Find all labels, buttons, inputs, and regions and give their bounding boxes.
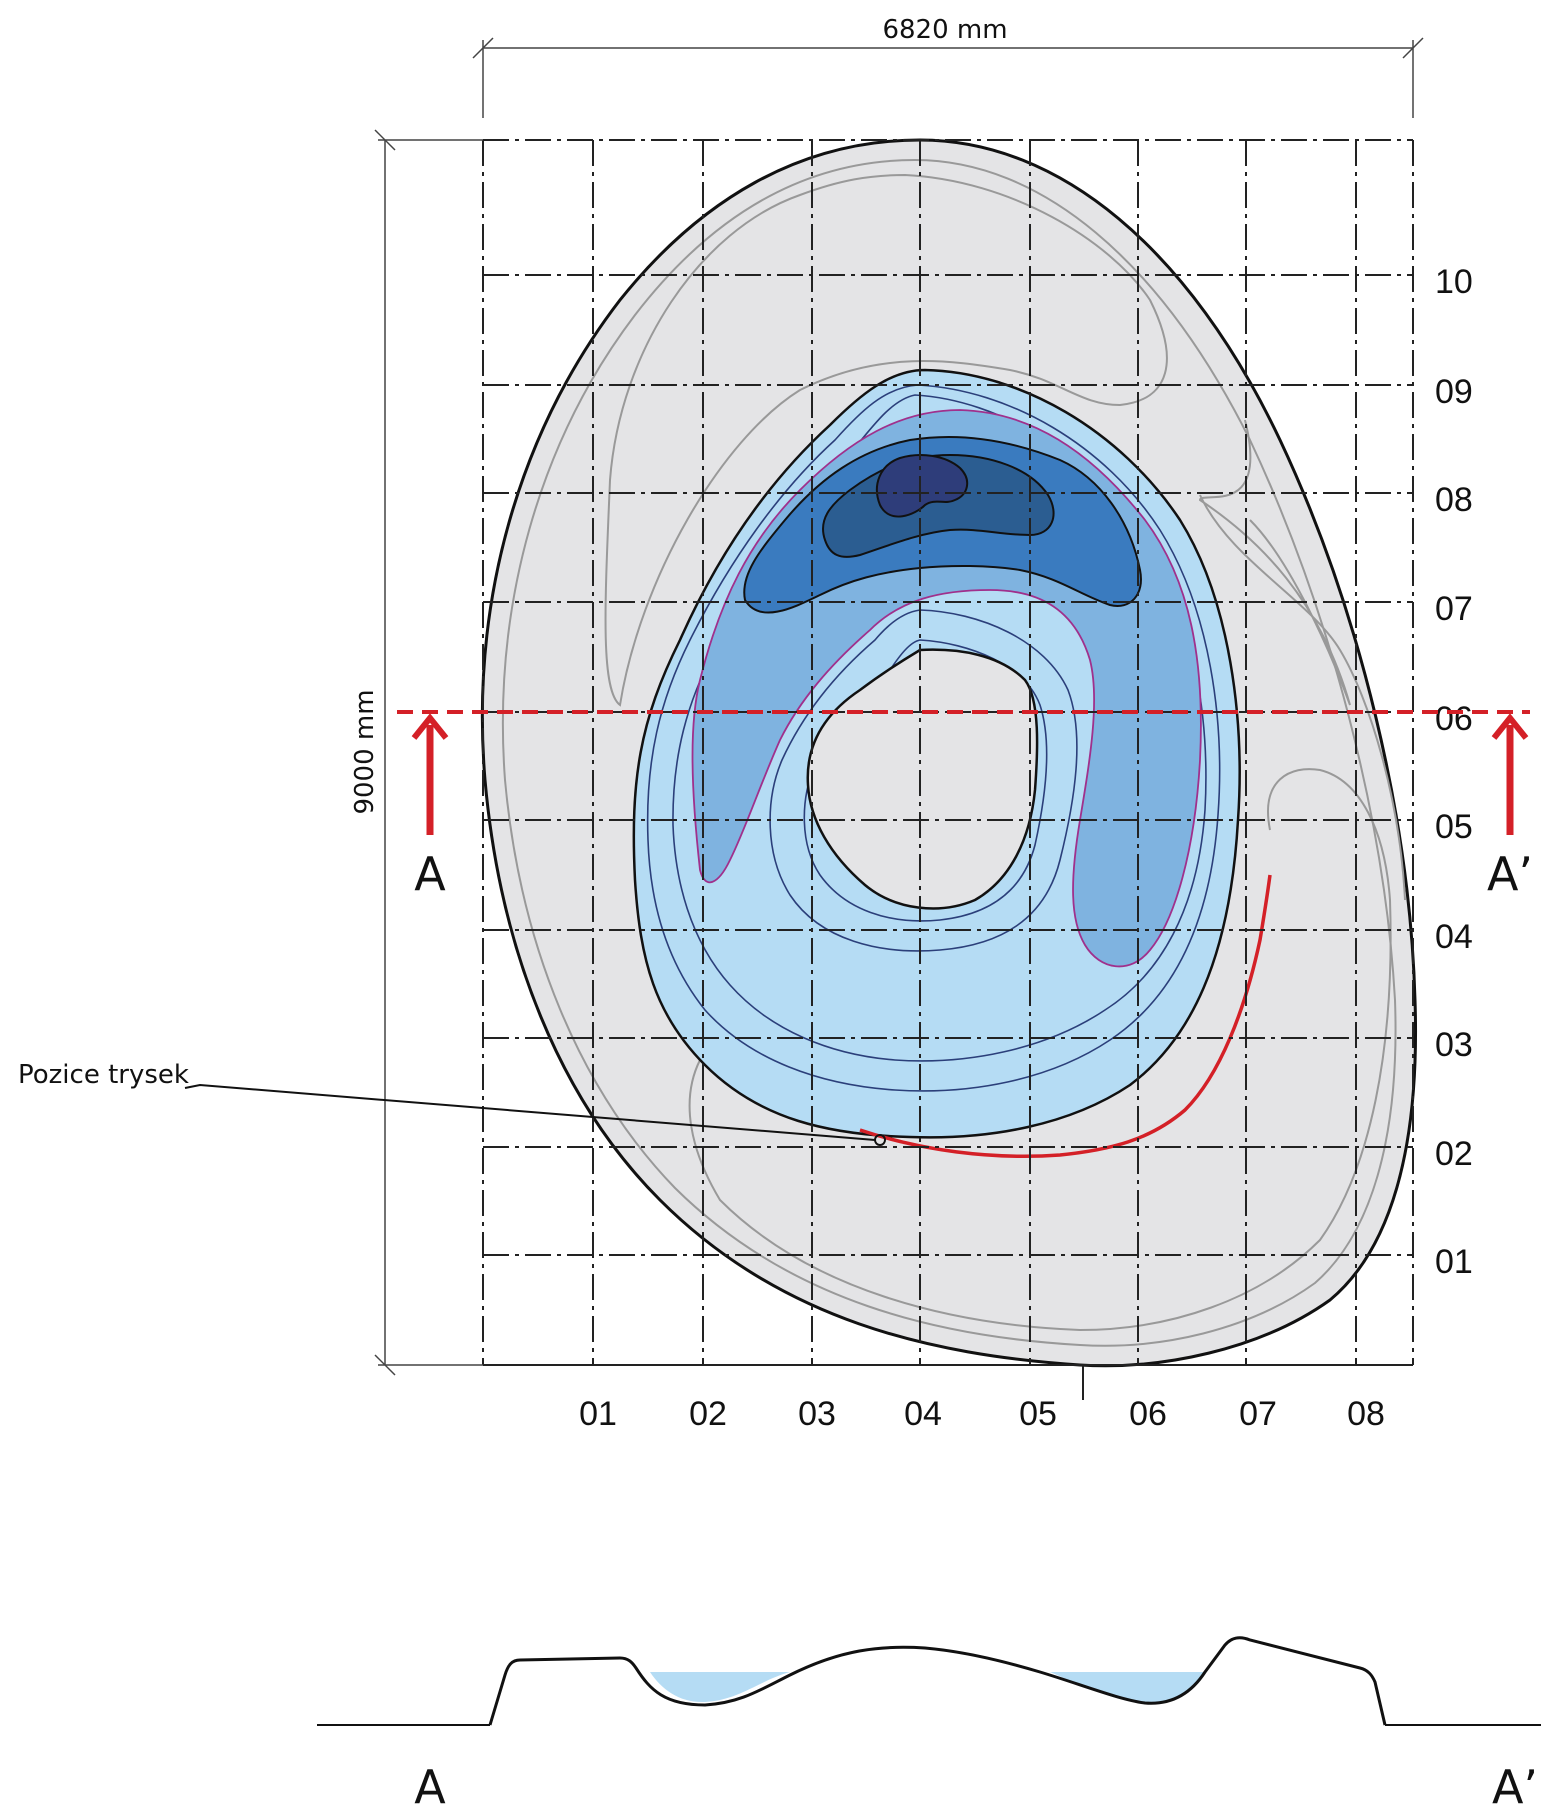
cross-section-water [650,1672,790,1703]
height-dimension-label: 9000 mm [350,689,380,814]
cross-section-profile [317,1636,1541,1726]
y-label-09: 09 [1435,373,1473,411]
y-label-01: 01 [1435,1243,1473,1281]
terrain-contour-1 [501,158,1397,1347]
x-label-02: 02 [689,1395,727,1433]
x-axis-labels: 01 02 03 04 05 06 07 08 [579,1395,1385,1433]
y-label-05: 05 [1435,808,1473,846]
section-marker-left: A [414,847,446,901]
x-label-07: 07 [1239,1395,1277,1433]
terrain-contour-3 [1198,419,1351,706]
nozzle-line [859,874,1272,1158]
x-label-04: 04 [904,1395,942,1433]
cross-section-label-left: A [414,1760,446,1814]
y-label-03: 03 [1435,1026,1473,1064]
water-darkest-pocket [875,454,969,518]
y-label-08: 08 [1435,481,1473,519]
width-dimension [472,37,1424,118]
height-dimension [374,129,483,1376]
terrain-contour-4 [1199,494,1406,901]
y-axis-labels: 10 09 08 07 06 05 04 03 02 01 [1435,263,1473,1281]
water-isoline-3 [769,609,1078,952]
section-marker-right: A’ [1487,847,1533,901]
nozzle-leader-line [184,1083,876,1141]
cross-section-outline [488,1636,1387,1726]
y-label-07: 07 [1435,590,1473,628]
cross-section-water-right [1050,1672,1205,1704]
terrain-contour-5 [688,768,1392,1332]
width-dimension-label: 6820 mm [882,15,1007,45]
section-arrow-left [411,713,449,835]
y-label-02: 02 [1435,1135,1473,1173]
x-label-01: 01 [579,1395,617,1433]
y-label-06: 06 [1435,700,1473,738]
x-label-05: 05 [1019,1395,1057,1433]
y-label-10: 10 [1435,263,1473,301]
section-arrow-right [1491,713,1529,835]
water-isoline-1 [646,384,1221,1092]
x-label-08: 08 [1347,1395,1385,1433]
nozzle-annotation-label: Pozice trysek [18,1060,189,1090]
x-label-03: 03 [798,1395,836,1433]
terrain-contour-2 [604,173,1168,707]
x-label-06: 06 [1129,1395,1167,1433]
cross-section-label-right: A’ [1492,1760,1538,1814]
y-label-04: 04 [1435,918,1473,956]
